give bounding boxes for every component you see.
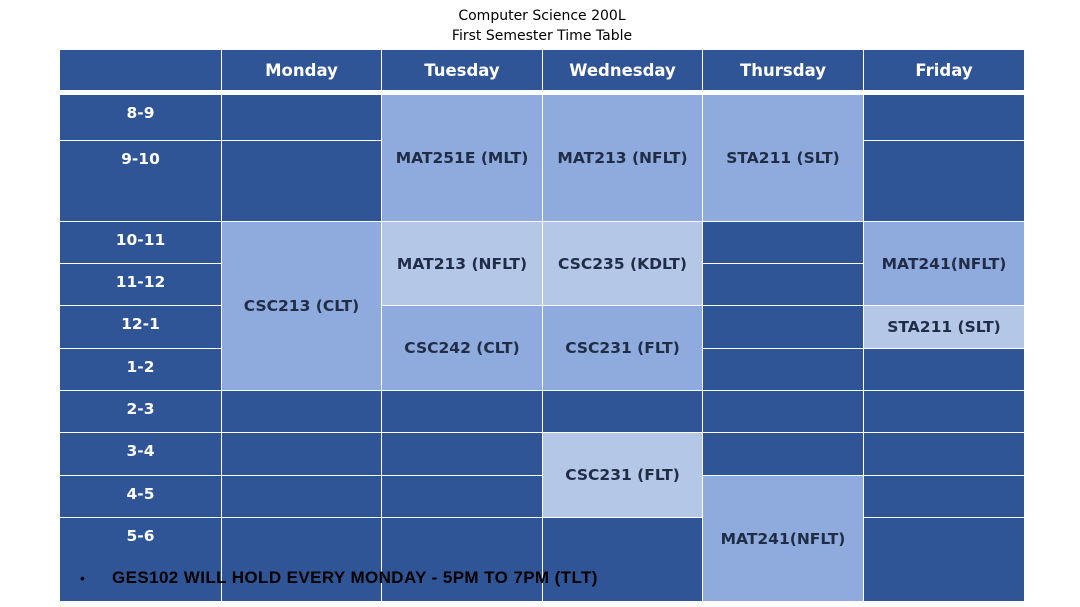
time-slot: 3-4 xyxy=(60,432,221,475)
empty-slot xyxy=(702,348,863,390)
empty-slot xyxy=(863,517,1024,601)
time-slot: 2-3 xyxy=(60,390,221,432)
empty-slot xyxy=(221,94,381,140)
empty-slot xyxy=(381,432,542,475)
time-slot: 11-12 xyxy=(60,263,221,305)
class-block: CSC242 (CLT) xyxy=(381,305,542,390)
time-slot: 8-9 xyxy=(60,94,221,140)
empty-slot xyxy=(863,94,1024,140)
time-slot: 9-10 xyxy=(60,140,221,221)
empty-slot xyxy=(542,517,702,601)
empty-slot xyxy=(542,390,702,432)
header-corner xyxy=(60,50,221,90)
class-block: CSC213 (CLT) xyxy=(221,221,381,390)
class-block: CSC231 (FLT) xyxy=(542,305,702,390)
empty-slot xyxy=(221,432,381,475)
empty-slot xyxy=(702,432,863,475)
class-block: CSC235 (KDLT) xyxy=(542,221,702,305)
header-separator xyxy=(60,90,1024,94)
empty-slot xyxy=(863,140,1024,221)
empty-slot xyxy=(863,432,1024,475)
header-wednesday: Wednesday xyxy=(542,50,702,90)
class-block: STA211 (SLT) xyxy=(702,94,863,221)
time-slot: 10-11 xyxy=(60,221,221,263)
class-block: MAT241(NFLT) xyxy=(702,475,863,601)
time-slot: 4-5 xyxy=(60,475,221,517)
document-subtitle: First Semester Time Table xyxy=(451,28,633,44)
header-monday: Monday xyxy=(221,50,381,90)
title-block: Computer Science 200L First Semester Tim… xyxy=(0,6,1080,46)
empty-slot xyxy=(381,517,542,601)
empty-slot xyxy=(702,263,863,305)
document-title: Computer Science 200L xyxy=(458,8,626,24)
empty-slot xyxy=(702,305,863,348)
class-block: CSC231 (FLT) xyxy=(542,432,702,517)
empty-slot xyxy=(863,475,1024,517)
empty-slot xyxy=(381,390,542,432)
header-friday: Friday xyxy=(863,50,1024,90)
footer-note: • GES102 WILL HOLD EVERY MONDAY - 5PM TO … xyxy=(80,568,1040,588)
time-slot: 1-2 xyxy=(60,348,221,390)
class-block: MAT213 (NFLT) xyxy=(542,94,702,221)
header-tuesday: Tuesday xyxy=(381,50,542,90)
header-thursday: Thursday xyxy=(702,50,863,90)
class-block: MAT241(NFLT) xyxy=(863,221,1024,305)
class-block: MAT251E (MLT) xyxy=(381,94,542,221)
time-slot: 5-6 xyxy=(60,517,221,601)
empty-slot xyxy=(221,475,381,517)
empty-slot xyxy=(863,348,1024,390)
class-block: MAT213 (NFLT) xyxy=(381,221,542,305)
empty-slot xyxy=(702,390,863,432)
class-block: STA211 (SLT) xyxy=(863,305,1024,348)
timetable-grid: Monday Tuesday Wednesday Thursday Friday… xyxy=(60,50,1024,601)
empty-slot xyxy=(221,517,381,601)
empty-slot xyxy=(221,390,381,432)
empty-slot xyxy=(702,221,863,263)
time-slot: 12-1 xyxy=(60,305,221,348)
bullet-icon: • xyxy=(80,570,86,586)
empty-slot xyxy=(221,140,381,221)
empty-slot xyxy=(863,390,1024,432)
empty-slot xyxy=(381,475,542,517)
note-text: GES102 WILL HOLD EVERY MONDAY - 5PM TO 7… xyxy=(112,568,598,587)
